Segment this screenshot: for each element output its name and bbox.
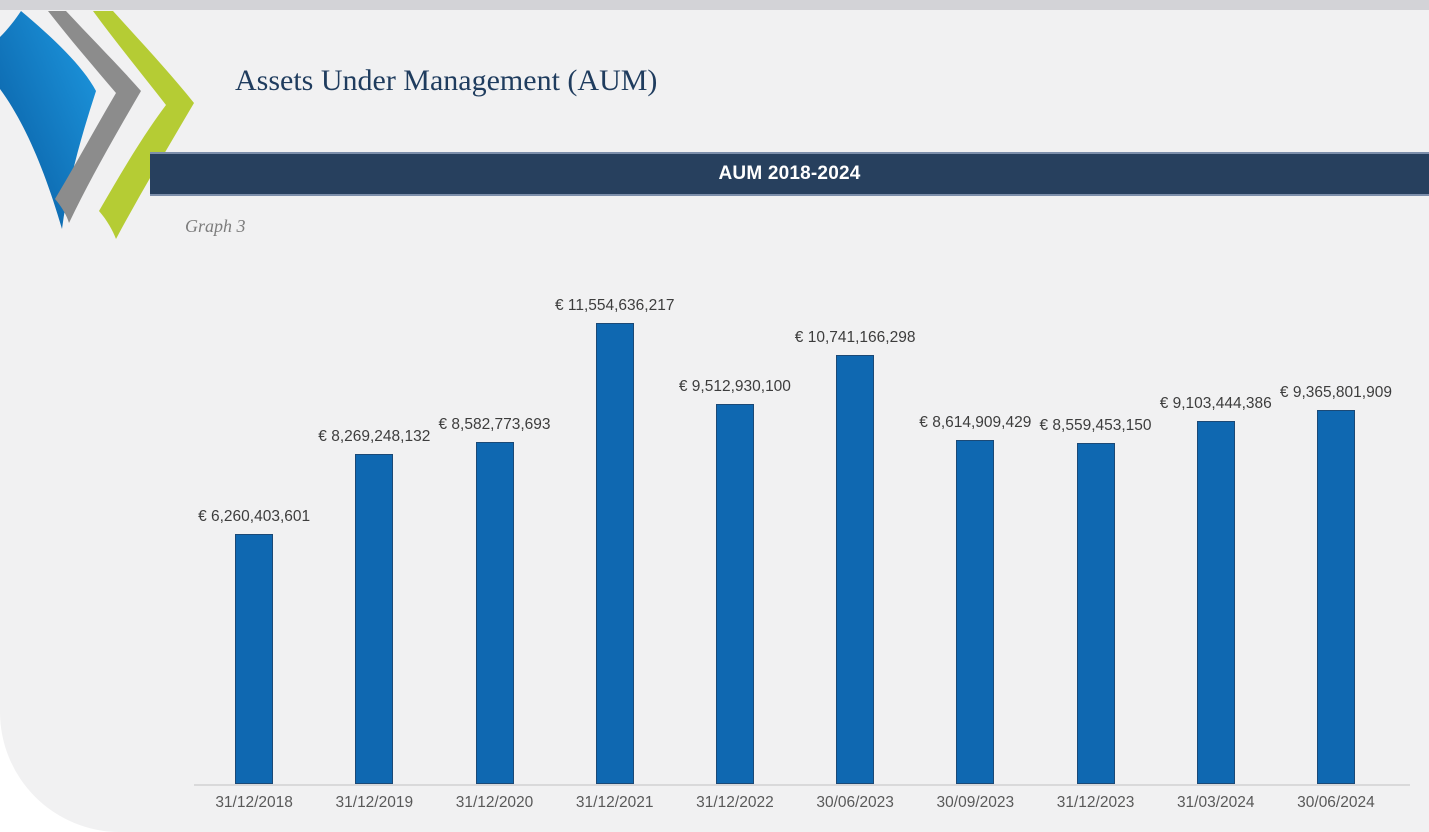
bar-value-label: € 6,260,403,601 <box>198 508 311 525</box>
bar <box>956 440 995 784</box>
bar-group: € 6,260,403,601 <box>194 508 314 784</box>
bar <box>235 534 274 784</box>
bar <box>355 454 394 784</box>
bar-value-label: € 10,741,166,298 <box>794 329 916 346</box>
window-top-strip <box>0 0 1429 10</box>
bar-group: € 9,103,444,386 <box>1156 395 1276 784</box>
logo-green-chevron <box>93 11 194 239</box>
bar <box>836 355 875 784</box>
bar-value-label: € 9,365,801,909 <box>1279 384 1392 401</box>
x-axis-line <box>194 784 1410 786</box>
section-banner: AUM 2018-2024 <box>150 152 1429 196</box>
bar <box>1076 443 1115 784</box>
bar-value-label: € 9,103,444,386 <box>1159 395 1272 412</box>
bar-value-label: € 9,512,930,100 <box>678 378 791 395</box>
x-axis-label: 31/12/2018 <box>215 794 293 811</box>
bar-group: € 9,365,801,909 <box>1276 384 1396 784</box>
bar-value-label: € 8,614,909,429 <box>919 414 1032 431</box>
bar <box>1196 421 1235 784</box>
aum-bar-chart: € 6,260,403,601 € 8,269,248,132 € 8,582,77… <box>194 264 1410 812</box>
bar <box>715 404 754 784</box>
bar-group: € 8,614,909,429 <box>915 414 1035 784</box>
section-banner-label: AUM 2018-2024 <box>718 163 861 184</box>
bar-group: € 9,512,930,100 <box>675 378 795 784</box>
x-axis-label: 31/12/2023 <box>1056 794 1135 811</box>
x-axis-labels: 31/12/2018 31/12/2019 31/12/2020 31/12/2021… <box>194 794 1396 812</box>
x-axis-label: 30/06/2023 <box>816 794 894 811</box>
bar-group: € 11,554,636,217 <box>555 297 675 784</box>
bar-value-label: € 8,269,248,132 <box>318 428 431 445</box>
bar-group: € 8,559,453,150 <box>1035 417 1155 784</box>
graph-caption: Graph 3 <box>185 216 246 236</box>
logo-gray-chevron <box>48 11 141 223</box>
x-axis-label: 31/12/2021 <box>575 794 654 811</box>
bar-group: € 10,741,166,298 <box>795 329 915 784</box>
bar-value-label: € 11,554,636,217 <box>554 297 675 314</box>
bar <box>1316 410 1355 784</box>
x-axis-label: 30/06/2024 <box>1297 794 1375 811</box>
page-title: Assets Under Management (AUM) <box>235 64 658 97</box>
x-axis-label: 31/12/2020 <box>455 794 534 811</box>
bar-value-label: € 8,559,453,150 <box>1039 417 1152 434</box>
x-axis-label: 31/12/2019 <box>335 794 414 811</box>
bar <box>475 442 514 784</box>
bar-group: € 8,269,248,132 <box>314 428 434 784</box>
x-axis-label: 31/03/2024 <box>1176 794 1255 811</box>
bar <box>595 323 634 784</box>
bar-group: € 8,582,773,693 <box>434 416 554 784</box>
bar-value-label: € 8,582,773,693 <box>438 416 551 433</box>
triple-chevron-logo-icon <box>0 11 194 239</box>
bar-chart-plot: € 6,260,403,601 € 8,269,248,132 € 8,582,77… <box>194 264 1396 784</box>
x-axis-label: 31/12/2022 <box>696 794 774 811</box>
x-axis-label: 30/09/2023 <box>936 794 1015 811</box>
